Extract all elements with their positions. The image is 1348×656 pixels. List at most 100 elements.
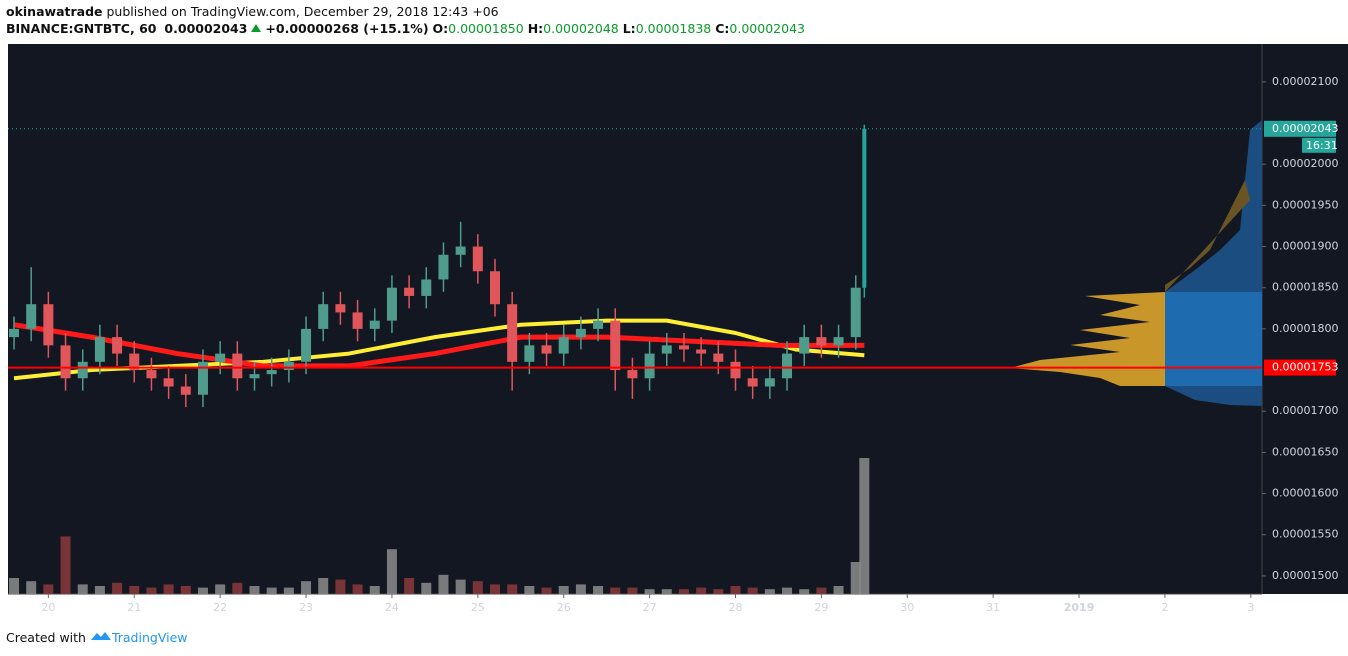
volume-bar	[197, 587, 208, 594]
volume-bar	[77, 584, 88, 594]
y-tick-label: 0.00001900	[1272, 240, 1338, 253]
volume-bar	[335, 579, 346, 594]
volume-bar	[472, 581, 483, 594]
x-tick-label: 31	[986, 601, 1000, 614]
candle-body	[747, 378, 758, 387]
candle-body	[627, 370, 638, 379]
change: +0.00000268 (+15.1%)	[265, 21, 429, 36]
volume-bar	[232, 582, 243, 594]
volume-bar	[593, 586, 604, 594]
volume-bar	[94, 586, 105, 594]
ohlc-value: 0.00001850	[448, 21, 524, 36]
symbol: BINANCE:GNTBTC, 60	[6, 21, 157, 36]
candle-body	[146, 370, 157, 379]
candle-body	[318, 304, 329, 329]
candle-body	[180, 386, 191, 395]
price-label: 0.00001753	[1272, 361, 1338, 374]
volume-bar	[644, 589, 655, 594]
y-tick-label: 0.00001500	[1272, 569, 1338, 582]
candle-body	[862, 128, 867, 288]
y-tick-label: 0.00001600	[1272, 487, 1338, 500]
volume-profile	[1010, 120, 1262, 406]
candle-body	[129, 353, 140, 371]
ohlc-label: L:	[622, 21, 636, 36]
candle-body	[421, 279, 432, 296]
volume-bar	[26, 581, 37, 594]
candle-body	[730, 361, 741, 379]
volume-bar	[60, 536, 71, 594]
candle-body	[215, 353, 226, 362]
price-label: 0.00002043	[1272, 122, 1338, 135]
volume-bar	[421, 582, 432, 594]
volume-bar	[558, 586, 569, 594]
candle-body	[575, 328, 586, 338]
header-line: okinawatrade published on TradingView.co…	[6, 3, 805, 20]
volume-bar	[112, 582, 123, 594]
y-tick-label: 0.00001700	[1272, 404, 1338, 417]
volume-bar	[43, 584, 54, 594]
candle-body	[404, 287, 415, 296]
candle-body	[558, 337, 569, 354]
candle-body	[799, 337, 810, 354]
candle-body	[197, 361, 208, 395]
candle-body	[524, 345, 535, 362]
candle-body	[9, 328, 20, 338]
volume-bar	[661, 589, 672, 594]
candle-body	[232, 353, 243, 379]
volume-bar	[318, 578, 329, 594]
volume-bar	[730, 586, 741, 594]
candle-body	[782, 353, 793, 379]
volume-bar	[129, 586, 140, 594]
volume-bar	[180, 586, 191, 594]
candle-body	[283, 361, 294, 371]
candle-body	[507, 304, 518, 362]
volume-bar	[249, 586, 260, 594]
volume-bar	[696, 587, 707, 594]
chart: 0.00001500 0.00001550 0.00001600 0.00001650…	[8, 44, 1348, 614]
volume-bar	[782, 587, 793, 594]
volume-bar	[524, 586, 535, 594]
candle-body	[163, 378, 174, 387]
x-tick-label: 20	[41, 601, 55, 614]
y-tick-label: 0.00001950	[1272, 198, 1338, 211]
volume-bar	[283, 587, 294, 594]
candle-body	[335, 304, 346, 313]
candle-body	[593, 320, 604, 329]
candle-body	[266, 370, 277, 375]
volume-bar	[610, 587, 621, 594]
brand-logo	[90, 632, 111, 640]
candle-body	[833, 337, 844, 346]
candle-body	[352, 312, 363, 329]
x-tick-label: 2	[1161, 601, 1168, 614]
ohlc: O:0.00001850 H:0.00002048 L:0.00001838 C…	[433, 21, 805, 36]
candle-body	[369, 320, 380, 329]
x-tick-label: 21	[127, 601, 141, 614]
x-tick-label: 24	[385, 601, 399, 614]
volume-bar	[575, 584, 586, 594]
candle-body	[678, 345, 689, 350]
candle-body	[60, 345, 71, 379]
volume-bar	[507, 584, 518, 594]
price-label-bg	[1264, 359, 1336, 376]
volume-bar	[627, 587, 638, 594]
candle-body	[713, 353, 724, 362]
created: Created with	[6, 630, 86, 645]
x-tick-label: 29	[814, 601, 828, 614]
published: published on TradingView.com, December 2…	[106, 4, 499, 19]
candle-body	[816, 337, 827, 346]
candle-body	[77, 361, 88, 379]
volume-bar	[764, 589, 775, 594]
last: 0.00002043	[164, 21, 248, 36]
x-tick-label: 2019	[1064, 601, 1095, 614]
x-tick-label: 30	[900, 601, 914, 614]
candle-body	[438, 254, 449, 280]
candle-body	[850, 287, 861, 338]
y-tick-label: 0.00002100	[1272, 75, 1338, 88]
x-tick-label: 27	[643, 601, 657, 614]
y-tick-label: 0.00002000	[1272, 157, 1338, 170]
volume-bar	[9, 578, 20, 594]
price-label-bg	[1264, 120, 1336, 137]
volume-bar	[833, 586, 844, 594]
volume-bar	[266, 587, 277, 594]
